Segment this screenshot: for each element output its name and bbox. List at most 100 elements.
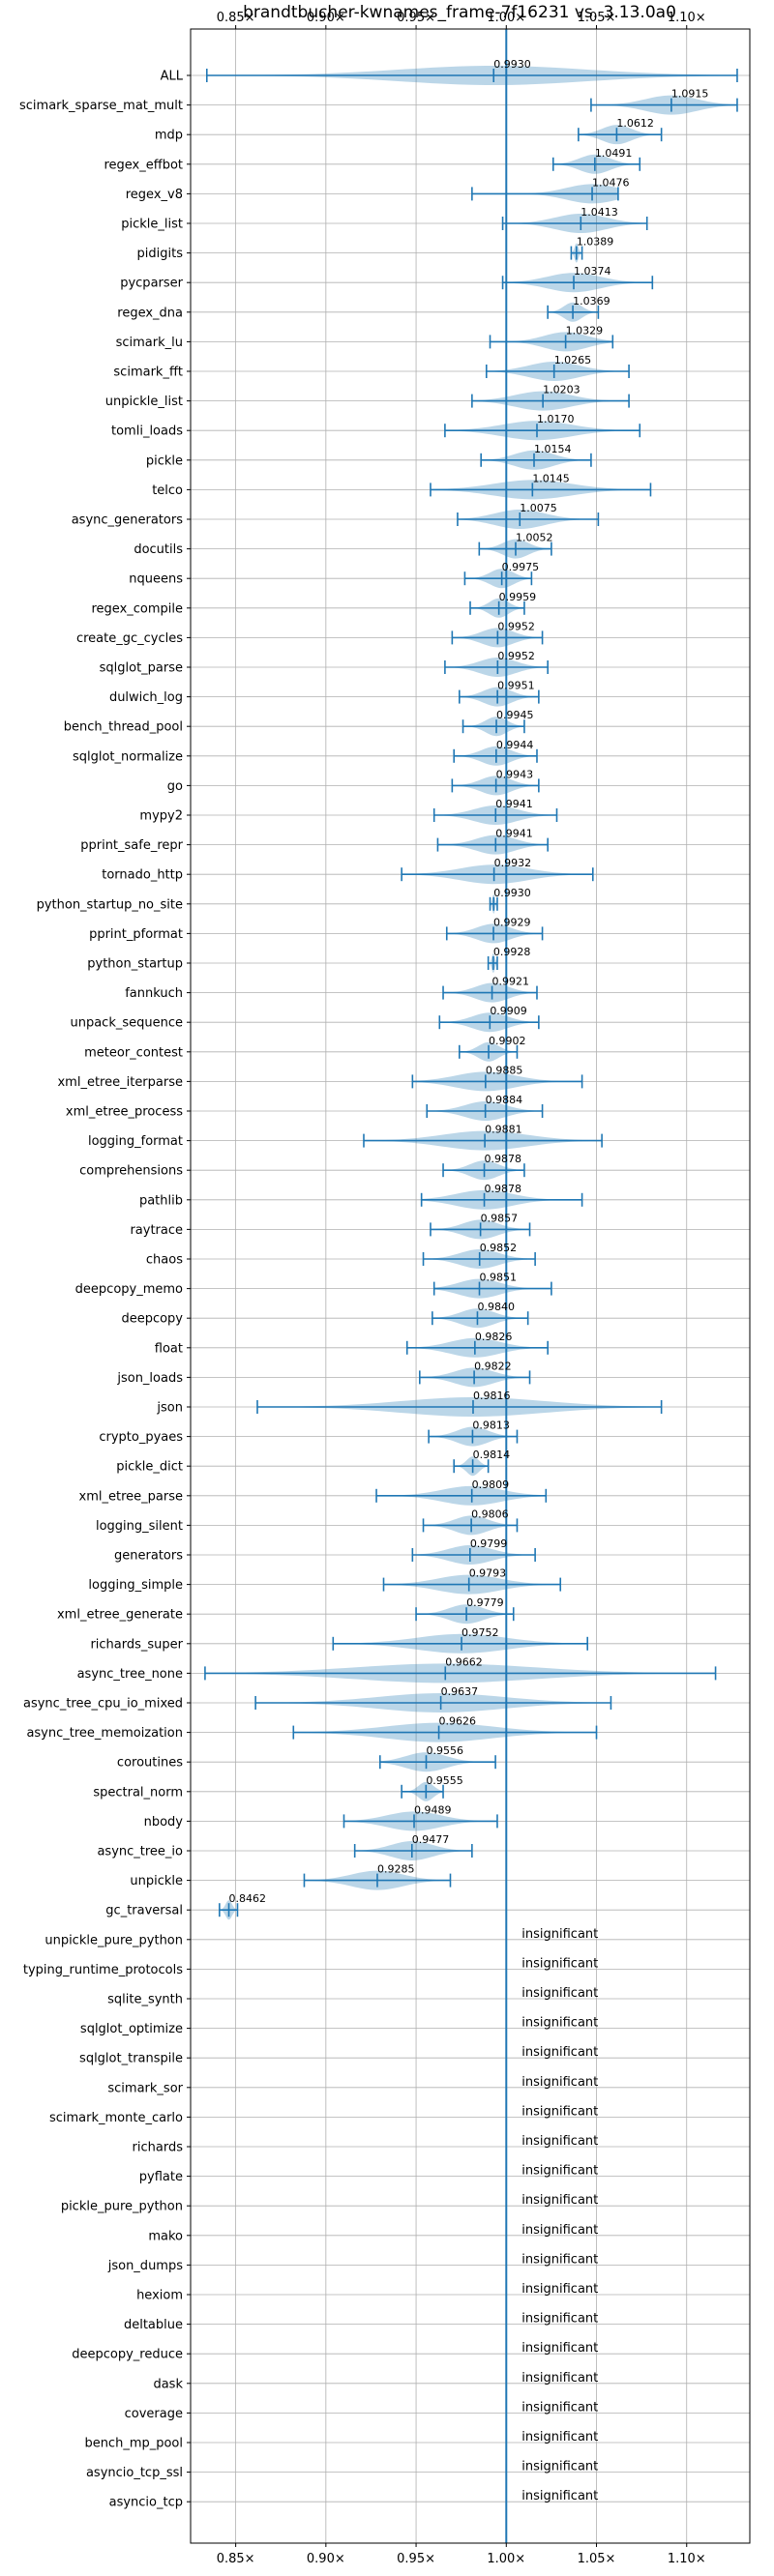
value-label: 1.0203: [543, 384, 580, 396]
benchmark-name: gc_traversal: [105, 1904, 183, 1918]
violin-crypto_pyaes: [428, 1426, 519, 1447]
chart-title: brandtbucher-kwnames_frame-7f16231 vs. 3…: [243, 3, 676, 22]
value-label: 0.9932: [494, 857, 531, 869]
insignificant-label: insignificant: [521, 2223, 598, 2238]
value-label: 0.9878: [485, 1153, 522, 1165]
value-label: 1.0374: [574, 265, 611, 278]
value-label: 1.0265: [554, 354, 592, 366]
value-label: 1.0170: [537, 413, 575, 425]
benchmark-name: deepcopy_memo: [75, 1282, 183, 1297]
value-label: 1.0329: [566, 324, 604, 337]
benchmark-name: chaos: [146, 1253, 183, 1268]
value-label: 0.9556: [427, 1744, 464, 1757]
violin-nqueens: [463, 569, 533, 589]
benchmark-name: regex_v8: [126, 188, 183, 202]
benchmark-name: go: [167, 779, 183, 794]
value-label: 0.9851: [480, 1272, 518, 1284]
benchmark-name: pyflate: [139, 2170, 183, 2184]
benchmark-name: dask: [153, 2377, 183, 2391]
violin-xml_etree_parse: [375, 1485, 548, 1506]
violin-coroutines: [378, 1752, 496, 1772]
benchmark-name: generators: [114, 1549, 183, 1564]
benchmark-name: async_tree_io: [97, 1845, 183, 1859]
value-label: 0.9813: [472, 1420, 509, 1432]
violin-async_tree_cpu_io_mixed: [254, 1693, 612, 1712]
benchmark-name: json: [156, 1401, 183, 1416]
insignificant-label: insignificant: [521, 2164, 598, 2179]
insignificant-label: insignificant: [521, 2312, 598, 2327]
benchmark-name: python_startup_no_site: [37, 897, 183, 912]
value-label: 0.9477: [412, 1833, 450, 1846]
x-tick-label-bottom: 1.00×: [487, 2552, 525, 2566]
insignificant-label: insignificant: [521, 2193, 598, 2208]
benchmark-name: json_dumps: [107, 2259, 183, 2273]
violin-xml_etree_iterparse: [411, 1071, 583, 1092]
insignificant-label: insignificant: [521, 2282, 598, 2297]
benchmark-name: python_startup: [87, 957, 183, 972]
value-label: 0.9840: [477, 1301, 515, 1313]
benchmark-name: pathlib: [139, 1193, 183, 1208]
violin-async_tree_memoization: [292, 1722, 598, 1742]
violin-mdp: [578, 125, 663, 145]
violin-logging_format: [363, 1130, 603, 1151]
value-label: 1.0389: [577, 236, 614, 249]
value-label: 1.0612: [616, 117, 654, 130]
value-label: 0.9945: [496, 709, 534, 721]
value-label: 0.9285: [377, 1863, 415, 1876]
value-label: 1.0491: [595, 147, 633, 160]
violin-dulwich_log: [459, 687, 540, 707]
x-tick-label-top: 1.10×: [668, 11, 706, 25]
x-tick-label-bottom: 0.95×: [397, 2552, 435, 2566]
value-label: 0.9489: [414, 1803, 452, 1816]
value-label: 0.9779: [466, 1596, 503, 1609]
insignificant-label: insignificant: [521, 2341, 598, 2356]
value-label: 0.9809: [472, 1478, 510, 1491]
benchmark-name: tomli_loads: [111, 424, 183, 439]
value-label: 0.9909: [490, 1005, 527, 1017]
insignificant-label: insignificant: [521, 2104, 598, 2119]
benchmark-name: xml_etree_parse: [79, 1489, 183, 1504]
benchmark-name: scimark_lu: [116, 336, 183, 350]
benchmark-name: asyncio_tcp: [109, 2496, 183, 2510]
value-label: 0.8462: [229, 1892, 267, 1905]
violin-bench_thread_pool: [461, 717, 525, 737]
benchmark-name: json_loads: [116, 1371, 183, 1386]
benchmark-name: regex_dna: [117, 306, 183, 320]
value-label: 0.9928: [493, 946, 531, 958]
violin-float: [405, 1337, 549, 1358]
benchmark-name: unpickle_pure_python: [45, 1933, 183, 1947]
benchmark-name: scimark_monte_carlo: [49, 2111, 183, 2125]
violin-pycparser: [501, 273, 654, 293]
benchmark-name: regex_compile: [91, 601, 183, 616]
benchmark-name: pickle: [146, 454, 183, 468]
value-label: 0.9902: [489, 1035, 526, 1047]
insignificant-label: insignificant: [521, 2371, 598, 2386]
value-label: 1.0413: [580, 206, 618, 219]
benchmark-name: spectral_norm: [93, 1785, 183, 1800]
value-label: 0.9941: [495, 798, 533, 810]
insignificant-label: insignificant: [521, 2045, 598, 2060]
violin-unpickle: [303, 1870, 452, 1890]
insignificant-label: insignificant: [521, 2489, 598, 2503]
violin-scimark_sparse_mat_mult: [590, 95, 738, 115]
violin-telco: [430, 480, 652, 500]
benchmark-name: bench_thread_pool: [64, 720, 183, 735]
value-label: 0.9885: [486, 1064, 523, 1076]
benchmark-name: mdp: [155, 129, 183, 143]
value-label: 0.9626: [439, 1715, 477, 1728]
violin-fannkuch: [442, 982, 538, 1003]
benchmark-name: ALL: [161, 70, 184, 84]
benchmark-name: bench_mp_pool: [84, 2437, 183, 2451]
violin-mypy2: [432, 805, 558, 825]
value-label: 0.9878: [485, 1183, 522, 1195]
value-label: 0.9826: [475, 1331, 513, 1343]
value-label: 1.0154: [534, 443, 572, 455]
benchmark-name: typing_runtime_protocols: [23, 1963, 183, 1977]
violin-unpack_sequence: [438, 1012, 540, 1033]
violin-layer: [204, 66, 738, 1920]
value-label: 0.9921: [492, 976, 530, 988]
violin-logging_simple: [382, 1574, 562, 1595]
violin-python_startup_no_site: [489, 893, 498, 914]
violin-pathlib: [420, 1189, 583, 1210]
